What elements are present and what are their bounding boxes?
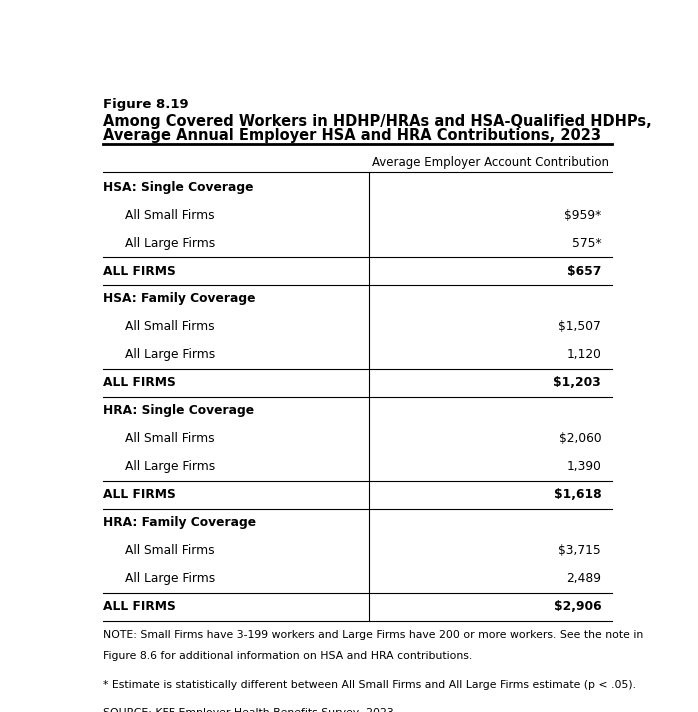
Text: HSA: Family Coverage: HSA: Family Coverage	[103, 293, 256, 305]
Text: All Large Firms: All Large Firms	[125, 348, 216, 362]
Text: HSA: Single Coverage: HSA: Single Coverage	[103, 181, 254, 194]
Text: ALL FIRMS: ALL FIRMS	[103, 600, 176, 613]
Text: $2,060: $2,060	[558, 432, 601, 445]
Text: 1,390: 1,390	[566, 460, 601, 473]
Text: SOURCE: KFF Employer Health Benefits Survey, 2023: SOURCE: KFF Employer Health Benefits Sur…	[103, 708, 394, 712]
Text: Average Annual Employer HSA and HRA Contributions, 2023: Average Annual Employer HSA and HRA Cont…	[103, 128, 602, 143]
Text: ALL FIRMS: ALL FIRMS	[103, 488, 176, 501]
Text: All Large Firms: All Large Firms	[125, 236, 216, 250]
Text: NOTE: Small Firms have 3-199 workers and Large Firms have 200 or more workers. S: NOTE: Small Firms have 3-199 workers and…	[103, 630, 644, 640]
Text: Figure 8.19: Figure 8.19	[103, 98, 189, 110]
Text: All Small Firms: All Small Firms	[125, 544, 215, 557]
Text: HRA: Single Coverage: HRA: Single Coverage	[103, 404, 255, 417]
Text: ALL FIRMS: ALL FIRMS	[103, 265, 176, 278]
Text: $1,203: $1,203	[554, 377, 601, 389]
Text: * Estimate is statistically different between All Small Firms and All Large Firm: * Estimate is statistically different be…	[103, 680, 637, 690]
Text: All Large Firms: All Large Firms	[125, 572, 216, 585]
Text: 1,120: 1,120	[566, 348, 601, 362]
Text: Average Employer Account Contribution: Average Employer Account Contribution	[372, 156, 609, 169]
Text: HRA: Family Coverage: HRA: Family Coverage	[103, 516, 257, 529]
Text: ALL FIRMS: ALL FIRMS	[103, 377, 176, 389]
Text: $2,906: $2,906	[554, 600, 601, 613]
Text: All Large Firms: All Large Firms	[125, 460, 216, 473]
Text: $959*: $959*	[564, 209, 601, 221]
Text: All Small Firms: All Small Firms	[125, 432, 215, 445]
Text: $1,618: $1,618	[554, 488, 601, 501]
Text: 575*: 575*	[572, 236, 601, 250]
Text: $657: $657	[567, 265, 601, 278]
Text: All Small Firms: All Small Firms	[125, 320, 215, 333]
Text: All Small Firms: All Small Firms	[125, 209, 215, 221]
Text: $1,507: $1,507	[558, 320, 601, 333]
Text: $3,715: $3,715	[558, 544, 601, 557]
Text: Among Covered Workers in HDHP/HRAs and HSA-Qualified HDHPs,: Among Covered Workers in HDHP/HRAs and H…	[103, 114, 652, 129]
Text: Figure 8.6 for additional information on HSA and HRA contributions.: Figure 8.6 for additional information on…	[103, 651, 473, 661]
Text: 2,489: 2,489	[566, 572, 601, 585]
